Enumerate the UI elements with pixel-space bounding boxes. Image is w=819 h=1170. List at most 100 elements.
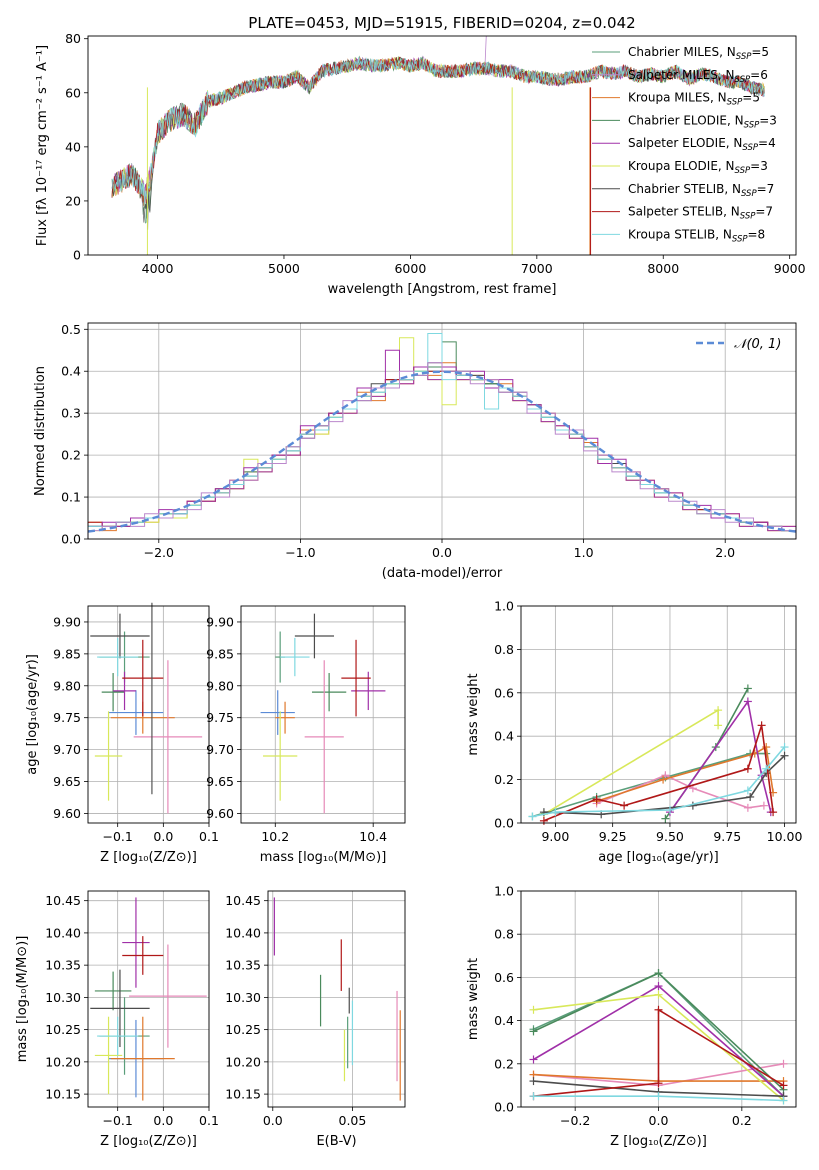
legend-text: Chabrier ELODIE, N (628, 113, 744, 127)
y-tick-label: 9.65 (53, 774, 81, 789)
y-tick-label: 9.60 (53, 806, 81, 821)
x-tick-label: 0.0 (153, 829, 173, 844)
legend-text: Kroupa ELODIE, N (628, 159, 735, 173)
y-tick-label: 20 (65, 193, 81, 208)
legend-entry: Kroupa STELIB, NSSP=8 (628, 227, 765, 244)
y-tick-label: 9.70 (53, 742, 81, 757)
y-tick-label: 9.75 (53, 710, 81, 725)
x-axis-label: Z [log₁₀(Z/Z⊙)] (100, 1134, 197, 1149)
y-tick-label: 0.5 (61, 322, 81, 337)
legend-text-tail: =3 (750, 159, 768, 173)
errorbar-point (101, 673, 125, 712)
errorbar-point (94, 971, 132, 1011)
x-tick-label: 9.25 (599, 829, 627, 844)
y-axis-label: mass weight (466, 958, 481, 1040)
x-tick-label: 0.0 (432, 545, 452, 560)
legend-subscript: SSP (736, 52, 752, 62)
plot-frame (520, 890, 797, 1108)
plot-frame (267, 890, 406, 1108)
x-tick-label: 0.1 (199, 829, 219, 844)
legend-entry: Chabrier STELIB, NSSP=7 (628, 182, 774, 199)
legend-subscript: SSP (741, 189, 757, 199)
weight-line (532, 752, 767, 818)
errorbar-point (280, 637, 310, 677)
errorbar-point (90, 613, 150, 659)
x-tick-label: 5000 (268, 261, 300, 276)
errorbar-point (311, 673, 347, 712)
y-tick-label: 0.4 (61, 364, 81, 379)
y-tick-label: 10.20 (225, 1054, 261, 1069)
x-tick-label: 2.0 (715, 545, 735, 560)
x-tick-label: 9.00 (541, 829, 569, 844)
y-tick-label: 10.30 (225, 990, 261, 1005)
plot-frame (520, 605, 797, 824)
y-tick-label: 0.2 (494, 1056, 514, 1071)
y-tick-label: 0 (73, 248, 81, 263)
x-tick-label: 0.05 (339, 1113, 367, 1128)
chart-title: PLATE=0453, MJD=51915, FIBERID=0204, z=0… (248, 14, 635, 32)
y-tick-label: 0.8 (494, 927, 514, 942)
legend-entry: Salpeter STELIB, NSSP=7 (628, 205, 773, 222)
legend-subscript: SSP (732, 234, 748, 244)
errorbar-point (113, 671, 136, 711)
weight-series (661, 684, 752, 823)
legend-text: Kroupa STELIB, N (628, 227, 732, 241)
y-tick-label: 10.15 (225, 1087, 261, 1102)
legend-text: Salpeter MILES, N (628, 68, 735, 82)
y-tick-label: 9.70 (206, 742, 234, 757)
errorbar-point (263, 711, 298, 801)
y-tick-label: 60 (65, 85, 81, 100)
axes-mass-vs-ebv: 0.0 0.05 10.15 10.20 10.25 10.30 10.35 10.40 10.… (225, 890, 406, 1149)
y-tick-label: 0.2 (494, 772, 514, 787)
x-tick-label: 0.0 (263, 1113, 283, 1128)
axes-spectrum: 4000 5000 6000 7000 8000 9000 0 20 40 60 80 wavelen… (35, 14, 806, 297)
errorbar-point (129, 944, 207, 1048)
y-tick-label: 10.30 (45, 990, 81, 1005)
y-axis-label: mass weight (466, 673, 481, 755)
y-tick-label: 0.0 (494, 816, 514, 831)
y-tick-label: 9.85 (206, 646, 234, 661)
y-tick-label: 0.0 (61, 532, 81, 547)
x-tick-label: 0.0 (649, 1113, 669, 1128)
x-tick-label: 4000 (142, 261, 174, 276)
y-tick-label: 0.6 (494, 685, 514, 700)
y-tick-label: 10.40 (45, 925, 81, 940)
axes-mass-vs-z: −0.1 0.0 0.1 10.15 10.20 10.25 10.30 10.35 10.40… (15, 890, 219, 1149)
plot-frame (87, 322, 797, 540)
weight-series (539, 721, 778, 825)
legend-text-tail: =7 (757, 182, 775, 196)
x-tick-label: 9.50 (656, 829, 684, 844)
errorbar-point (94, 711, 123, 801)
legend-text: Chabrier MILES, N (628, 45, 736, 59)
errorbar-point (110, 1016, 175, 1101)
x-tick-label: 10.2 (261, 829, 289, 844)
y-tick-label: 10.45 (225, 893, 261, 908)
legend-entry: 𝒩(0, 1) (734, 337, 781, 352)
legend-subscript: SSP (742, 143, 758, 153)
weight-series (529, 1005, 788, 1101)
x-tick-label: 10.00 (767, 829, 803, 844)
x-axis-label: mass [log₁₀(M/M⊙)] (260, 850, 387, 865)
y-tick-label: 9.80 (53, 678, 81, 693)
errorbar-point (122, 639, 164, 717)
x-axis-label: (data-model)/error (382, 566, 503, 581)
weight-line (543, 725, 774, 822)
y-axis-label: Normed distribution (33, 366, 48, 496)
legend-text: Salpeter ELODIE, N (628, 136, 742, 150)
weight-line (669, 699, 772, 813)
errorbar-point (275, 701, 295, 734)
y-tick-label: 10.40 (225, 925, 261, 940)
legend-subscript: SSP (735, 75, 751, 85)
y-tick-label: 10.20 (45, 1054, 81, 1069)
errorbar-point (122, 897, 150, 988)
legend-text: Kroupa MILES, N (628, 91, 727, 105)
y-tick-label: 0.4 (494, 729, 514, 744)
y-tick-label: 9.90 (53, 614, 81, 629)
errorbar-point (341, 639, 371, 717)
y-tick-label: 40 (65, 139, 81, 154)
weight-series (528, 743, 789, 821)
plot-frame (240, 605, 406, 824)
weight-series (529, 1077, 788, 1101)
legend-entry: Salpeter ELODIE, NSSP=4 (628, 136, 776, 153)
